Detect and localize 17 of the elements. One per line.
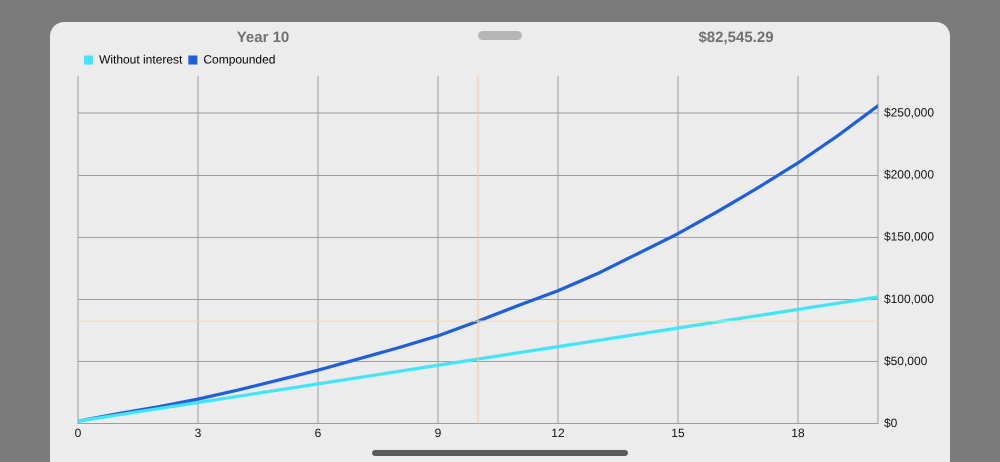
legend-label: Compounded	[203, 52, 276, 66]
x-tick-label: 0	[74, 426, 82, 440]
y-tick-label: $0	[884, 416, 898, 430]
x-tick-label: 9	[434, 426, 442, 440]
y-tick-label: $200,000	[884, 168, 934, 182]
x-tick-label: 18	[791, 426, 805, 440]
y-tick-label: $250,000	[884, 106, 934, 120]
x-tick-label: 3	[194, 426, 202, 440]
x-tick-label: 15	[671, 426, 685, 440]
x-tick-label: 6	[314, 426, 322, 440]
y-tick-label: $50,000	[884, 354, 928, 368]
y-tick-label: $100,000	[884, 292, 934, 306]
y-tick-label: $150,000	[884, 230, 934, 244]
x-tick-label: 12	[551, 426, 565, 440]
text: $82,545.29	[698, 29, 774, 46]
legend-label: Without interest	[99, 52, 184, 66]
text: Year 10	[236, 29, 290, 46]
